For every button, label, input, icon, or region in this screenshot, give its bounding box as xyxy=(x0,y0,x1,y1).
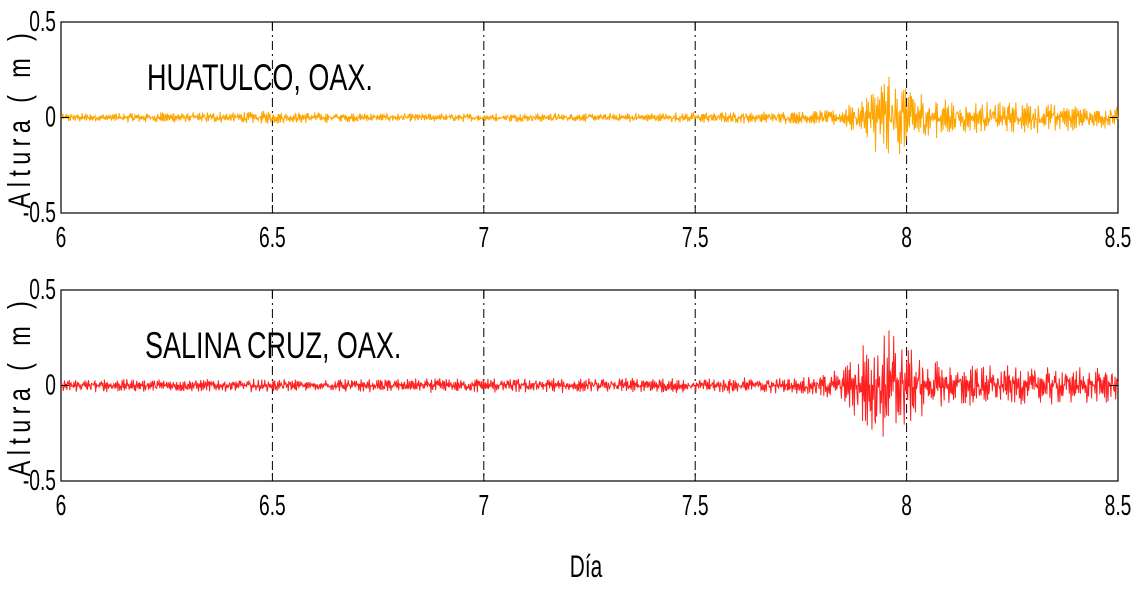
x-tick-label: 8 xyxy=(901,222,912,254)
y-tick-label: 0 xyxy=(45,370,56,402)
y-tick-label: 0 xyxy=(45,102,56,134)
y-axis-label: Altura ( m ) xyxy=(2,296,37,476)
y-axis-label: Altura ( m ) xyxy=(2,28,37,208)
chart-panel-huatulco: HUATULCO, OAX. -0.5 0 0.5 6 6.5 7 7.5 8 8.5 Alt… xyxy=(2,6,1132,254)
y-tick-label: -0.5 xyxy=(23,197,56,229)
y-tick-label: -0.5 xyxy=(23,465,56,497)
x-tick-label: 8.5 xyxy=(1105,490,1132,522)
x-tick-label: 8.5 xyxy=(1105,222,1132,254)
x-tick-label: 6 xyxy=(56,490,67,522)
y-tick-label: 0.5 xyxy=(29,274,56,306)
x-tick-label: 7 xyxy=(478,490,489,522)
x-tick-label: 6 xyxy=(56,222,67,254)
x-tick-label: 7.5 xyxy=(682,222,709,254)
x-tick-label: 7.5 xyxy=(682,490,709,522)
x-tick-label: 6.5 xyxy=(259,222,286,254)
station-label: HUATULCO, OAX. xyxy=(147,56,373,98)
x-tick-label: 8 xyxy=(901,490,912,522)
chart-panel-salina-cruz: SALINA CRUZ, OAX. -0.500.5 6 6.5 7 7.5 8 8.5 … xyxy=(2,274,1132,584)
x-tick-label: 7 xyxy=(478,222,489,254)
series-line xyxy=(60,76,1119,155)
station-label: SALINA CRUZ, OAX. xyxy=(145,324,401,366)
y-tick-label: 0.5 xyxy=(29,6,56,38)
x-tick-label: 6.5 xyxy=(259,490,286,522)
x-axis-label: Día xyxy=(570,549,603,584)
series-line xyxy=(60,330,1119,437)
